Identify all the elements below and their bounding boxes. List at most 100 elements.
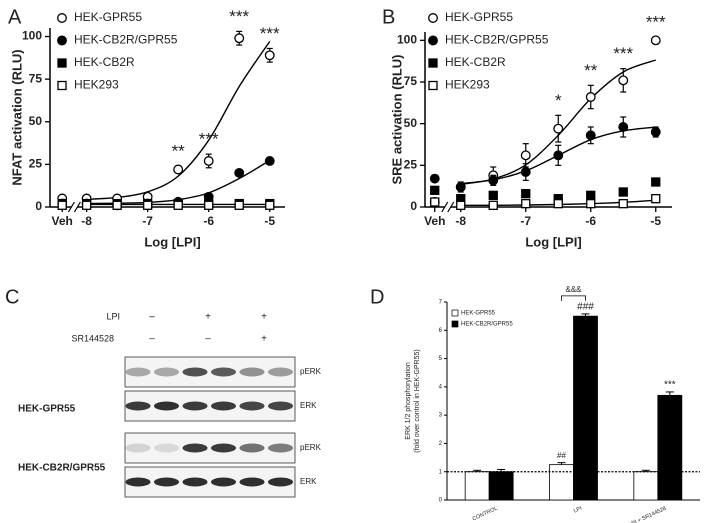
treatment-label: LPI <box>106 311 120 321</box>
blot-band <box>268 367 293 377</box>
legend-label: HEK-GPR55 <box>74 10 142 24</box>
blot-band <box>211 443 236 453</box>
point <box>553 199 563 209</box>
y-axis-label: NFAT activation (RLU) <box>9 49 24 185</box>
band-label: ERK <box>300 401 317 410</box>
point <box>586 199 596 209</box>
blot-band <box>268 401 293 411</box>
y-tick-label: 50 <box>404 116 418 130</box>
point <box>618 122 629 132</box>
point <box>488 200 498 210</box>
point <box>203 156 214 166</box>
significance: *** <box>229 7 249 26</box>
y-axis-label: ERK 1/2 phosphorylation <box>405 362 412 440</box>
blot-band <box>239 443 265 453</box>
x-axis-label: Log [LPI] <box>144 234 200 249</box>
y-tick-label: 3 <box>439 413 443 419</box>
bar <box>573 315 598 501</box>
point <box>553 123 564 134</box>
significance: ### <box>577 302 594 313</box>
blot-frame <box>124 356 296 388</box>
bracket-label: &&& <box>565 285 582 294</box>
blot-band <box>182 367 208 377</box>
cell-line-label: HEK-CB2R/GPR55 <box>18 463 106 474</box>
x-tick-label: Veh <box>424 214 445 228</box>
point <box>618 187 628 197</box>
point <box>173 200 183 210</box>
blot-band <box>182 477 208 487</box>
point <box>488 190 498 200</box>
y-tick-label: 0 <box>410 199 417 213</box>
significance: * <box>555 91 562 110</box>
blot-band <box>154 401 179 411</box>
point <box>651 194 661 204</box>
y-tick-label: 7 <box>439 300 443 306</box>
y-axis-label: (fold over control in HEK-GPR55) <box>414 349 421 452</box>
bar <box>633 471 659 501</box>
treatment-sign: + <box>205 312 211 323</box>
blot-band <box>268 443 293 453</box>
blot-band <box>154 477 179 487</box>
panel-label: B <box>382 6 395 28</box>
point <box>264 156 275 166</box>
point <box>234 167 245 178</box>
significance: *** <box>613 44 633 63</box>
legend-marker <box>57 80 67 91</box>
point <box>586 190 596 200</box>
y-tick-label: 2 <box>439 441 443 447</box>
y-tick-label: 100 <box>22 29 42 43</box>
point <box>429 173 440 184</box>
y-tick-label: 6 <box>439 328 443 334</box>
y-tick-label: 75 <box>404 74 418 88</box>
x-tick-label: -7 <box>142 214 153 228</box>
panel-label: D <box>370 286 384 308</box>
significance: *** <box>199 130 219 149</box>
point <box>430 197 440 207</box>
point <box>650 35 661 46</box>
blot-band <box>239 401 265 411</box>
x-tick-label: -5 <box>650 214 661 228</box>
point <box>520 167 531 177</box>
y-tick-label: 50 <box>29 114 43 128</box>
y-tick-label: 100 <box>397 33 417 47</box>
panel-label: C <box>5 286 19 308</box>
blot-band <box>239 477 265 487</box>
point <box>265 200 275 210</box>
axis-break <box>441 201 449 213</box>
blot-frame <box>124 390 296 422</box>
bar <box>464 471 490 501</box>
point <box>234 200 244 210</box>
significance: *** <box>260 24 280 43</box>
y-tick-label: 4 <box>439 384 443 390</box>
blot-band <box>211 477 236 487</box>
band-label: ERK <box>300 477 317 486</box>
legend-label: HEK293 <box>445 78 490 92</box>
point <box>521 199 531 209</box>
bracket <box>561 295 586 301</box>
x-tick-label: LPI + SR144528 <box>628 506 667 523</box>
y-tick-label: 75 <box>29 71 43 85</box>
blot-band <box>154 443 179 453</box>
y-tick-label: 0 <box>439 498 443 504</box>
blot-band <box>268 477 293 487</box>
significance: ** <box>584 61 598 80</box>
legend-swatch <box>451 309 459 317</box>
x-tick-label: -7 <box>520 214 531 228</box>
point <box>234 33 245 44</box>
legend-label: HEK-CB2R/GPR55 <box>74 33 178 47</box>
legend-marker <box>57 58 67 68</box>
point <box>264 50 275 61</box>
x-tick-label: -8 <box>81 214 92 228</box>
x-tick-label: -5 <box>264 214 275 228</box>
panel-label: A <box>8 6 22 28</box>
point <box>618 199 628 209</box>
blot-band <box>211 401 236 411</box>
legend-marker <box>428 35 438 46</box>
legend-label: HEK-CB2R <box>74 55 135 69</box>
treatment-sign: + <box>261 312 267 323</box>
point <box>112 200 122 210</box>
point <box>618 75 629 86</box>
point <box>553 150 564 161</box>
point <box>173 164 184 175</box>
